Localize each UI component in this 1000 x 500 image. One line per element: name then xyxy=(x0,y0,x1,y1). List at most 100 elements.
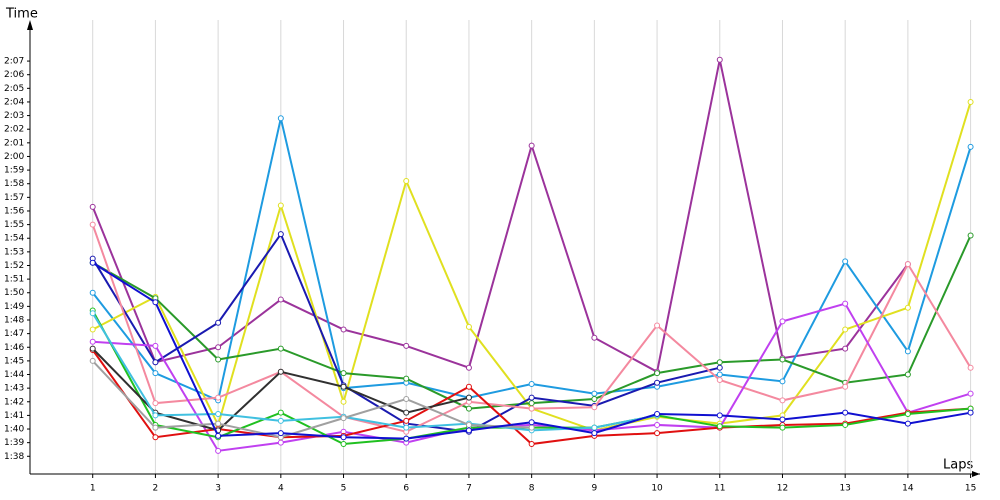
point xyxy=(89,345,96,352)
point xyxy=(215,447,222,454)
point xyxy=(403,177,410,184)
point xyxy=(403,409,410,416)
point xyxy=(89,203,96,210)
point xyxy=(904,348,911,355)
point xyxy=(277,417,284,424)
y-tick-label: 1:39 xyxy=(4,438,24,448)
point xyxy=(277,345,284,352)
point xyxy=(904,371,911,378)
point xyxy=(591,334,598,341)
point xyxy=(89,310,96,317)
point xyxy=(340,415,347,422)
y-tick-label: 1:48 xyxy=(4,316,24,326)
x-tick-label: 6 xyxy=(403,484,409,494)
y-tick-label: 2:06 xyxy=(4,70,24,80)
point xyxy=(215,319,222,326)
x-tick-label: 1 xyxy=(90,484,96,494)
point xyxy=(591,424,598,431)
point xyxy=(215,432,222,439)
point xyxy=(716,423,723,430)
point xyxy=(277,231,284,238)
y-tick-label: 1:59 xyxy=(4,166,24,176)
point xyxy=(716,364,723,371)
point xyxy=(779,416,786,423)
point xyxy=(215,420,222,427)
point xyxy=(528,405,535,412)
series-line xyxy=(91,360,532,439)
y-tick-label: 1:57 xyxy=(4,193,24,203)
x-tick-label: 14 xyxy=(902,484,914,494)
point xyxy=(277,430,284,437)
point xyxy=(89,326,96,333)
point xyxy=(465,421,472,428)
point xyxy=(89,338,96,345)
point xyxy=(779,424,786,431)
point xyxy=(904,261,911,268)
y-tick-label: 1:55 xyxy=(4,220,24,230)
point xyxy=(89,259,96,266)
point xyxy=(277,115,284,122)
y-tick-label: 1:50 xyxy=(4,288,24,298)
point xyxy=(779,318,786,325)
x-tick-label: 15 xyxy=(965,484,976,494)
x-tick-label: 3 xyxy=(215,484,221,494)
point xyxy=(152,299,159,306)
point xyxy=(904,304,911,311)
y-tick-label: 2:00 xyxy=(4,152,24,162)
x-tick-label: 2 xyxy=(153,484,159,494)
series-line xyxy=(91,59,909,374)
point xyxy=(967,409,974,416)
point xyxy=(842,345,849,352)
point xyxy=(465,427,472,434)
point xyxy=(967,98,974,105)
point xyxy=(716,371,723,378)
point xyxy=(842,383,849,390)
point xyxy=(842,300,849,307)
y-tick-label: 1:47 xyxy=(4,329,24,339)
y-tick-label: 1:42 xyxy=(4,397,24,407)
point xyxy=(340,370,347,377)
point xyxy=(716,376,723,383)
point xyxy=(403,435,410,442)
x-tick-label: 9 xyxy=(591,484,597,494)
y-tick-label: 1:44 xyxy=(4,370,24,380)
point xyxy=(654,411,661,418)
point xyxy=(403,342,410,349)
y-axis-arrow xyxy=(27,20,33,30)
y-tick-label: 1:51 xyxy=(4,275,24,285)
point xyxy=(654,379,661,386)
point xyxy=(528,394,535,401)
point xyxy=(967,364,974,371)
point xyxy=(716,359,723,366)
y-tick-label: 1:53 xyxy=(4,247,24,257)
point xyxy=(277,409,284,416)
point xyxy=(654,421,661,428)
y-axis-label: Time xyxy=(5,7,38,22)
point xyxy=(528,419,535,426)
point xyxy=(152,412,159,419)
x-tick-label: 5 xyxy=(341,484,347,494)
point xyxy=(215,394,222,401)
point xyxy=(152,359,159,366)
point xyxy=(152,400,159,407)
y-tick-label: 2:07 xyxy=(4,57,24,67)
x-tick-label: 10 xyxy=(651,484,663,494)
y-tick-label: 1:40 xyxy=(4,425,24,435)
point xyxy=(779,397,786,404)
point xyxy=(842,326,849,333)
y-tick-label: 1:41 xyxy=(4,411,24,421)
point xyxy=(842,409,849,416)
point xyxy=(403,424,410,431)
y-tick-label: 1:49 xyxy=(4,302,24,312)
y-tick-label: 1:58 xyxy=(4,179,24,189)
x-tick-label: 13 xyxy=(839,484,850,494)
point xyxy=(528,142,535,149)
point xyxy=(842,258,849,265)
y-tick-label: 1:52 xyxy=(4,261,24,271)
point xyxy=(215,344,222,351)
point xyxy=(842,421,849,428)
point xyxy=(89,357,96,364)
point xyxy=(465,383,472,390)
x-tick-label: 7 xyxy=(466,484,472,494)
y-tick-label: 2:02 xyxy=(4,125,24,135)
